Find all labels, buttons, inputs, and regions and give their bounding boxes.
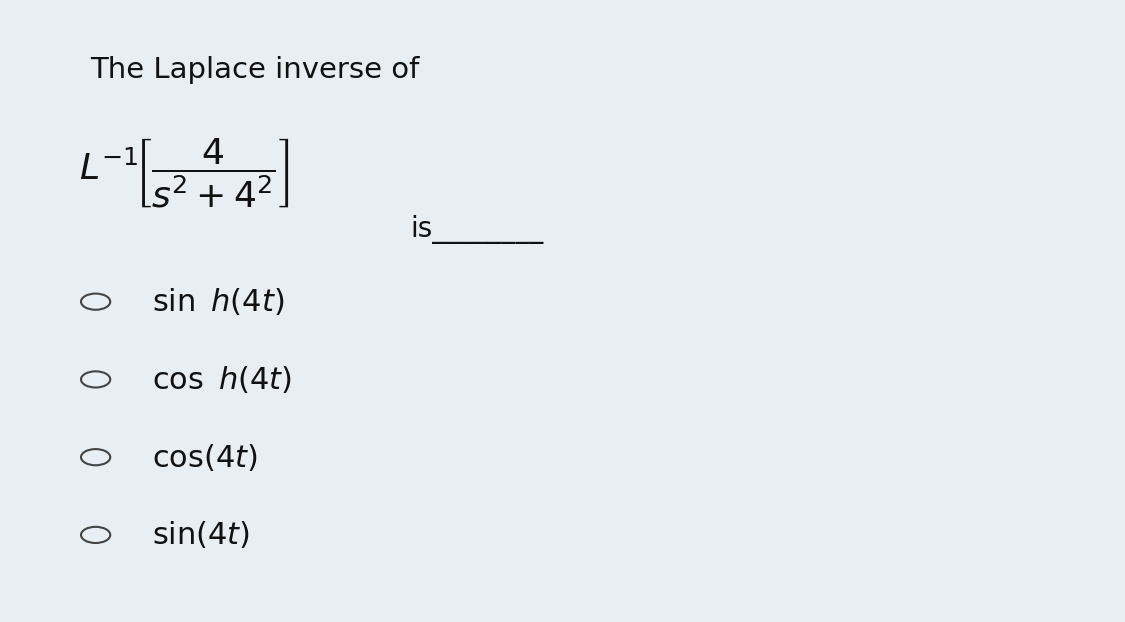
Text: is________: is________ bbox=[411, 215, 543, 244]
Text: The Laplace inverse of: The Laplace inverse of bbox=[90, 56, 420, 84]
Text: $L^{-1}\!\left[\dfrac{4}{s^2+4^2}\right]$: $L^{-1}\!\left[\dfrac{4}{s^2+4^2}\right]… bbox=[79, 137, 290, 210]
Text: $\cos(4t)$: $\cos(4t)$ bbox=[152, 442, 258, 473]
Text: $\cos\ h(4t)$: $\cos\ h(4t)$ bbox=[152, 364, 291, 395]
Text: $\sin(4t)$: $\sin(4t)$ bbox=[152, 519, 250, 550]
Text: $\sin\ h(4t)$: $\sin\ h(4t)$ bbox=[152, 286, 285, 317]
